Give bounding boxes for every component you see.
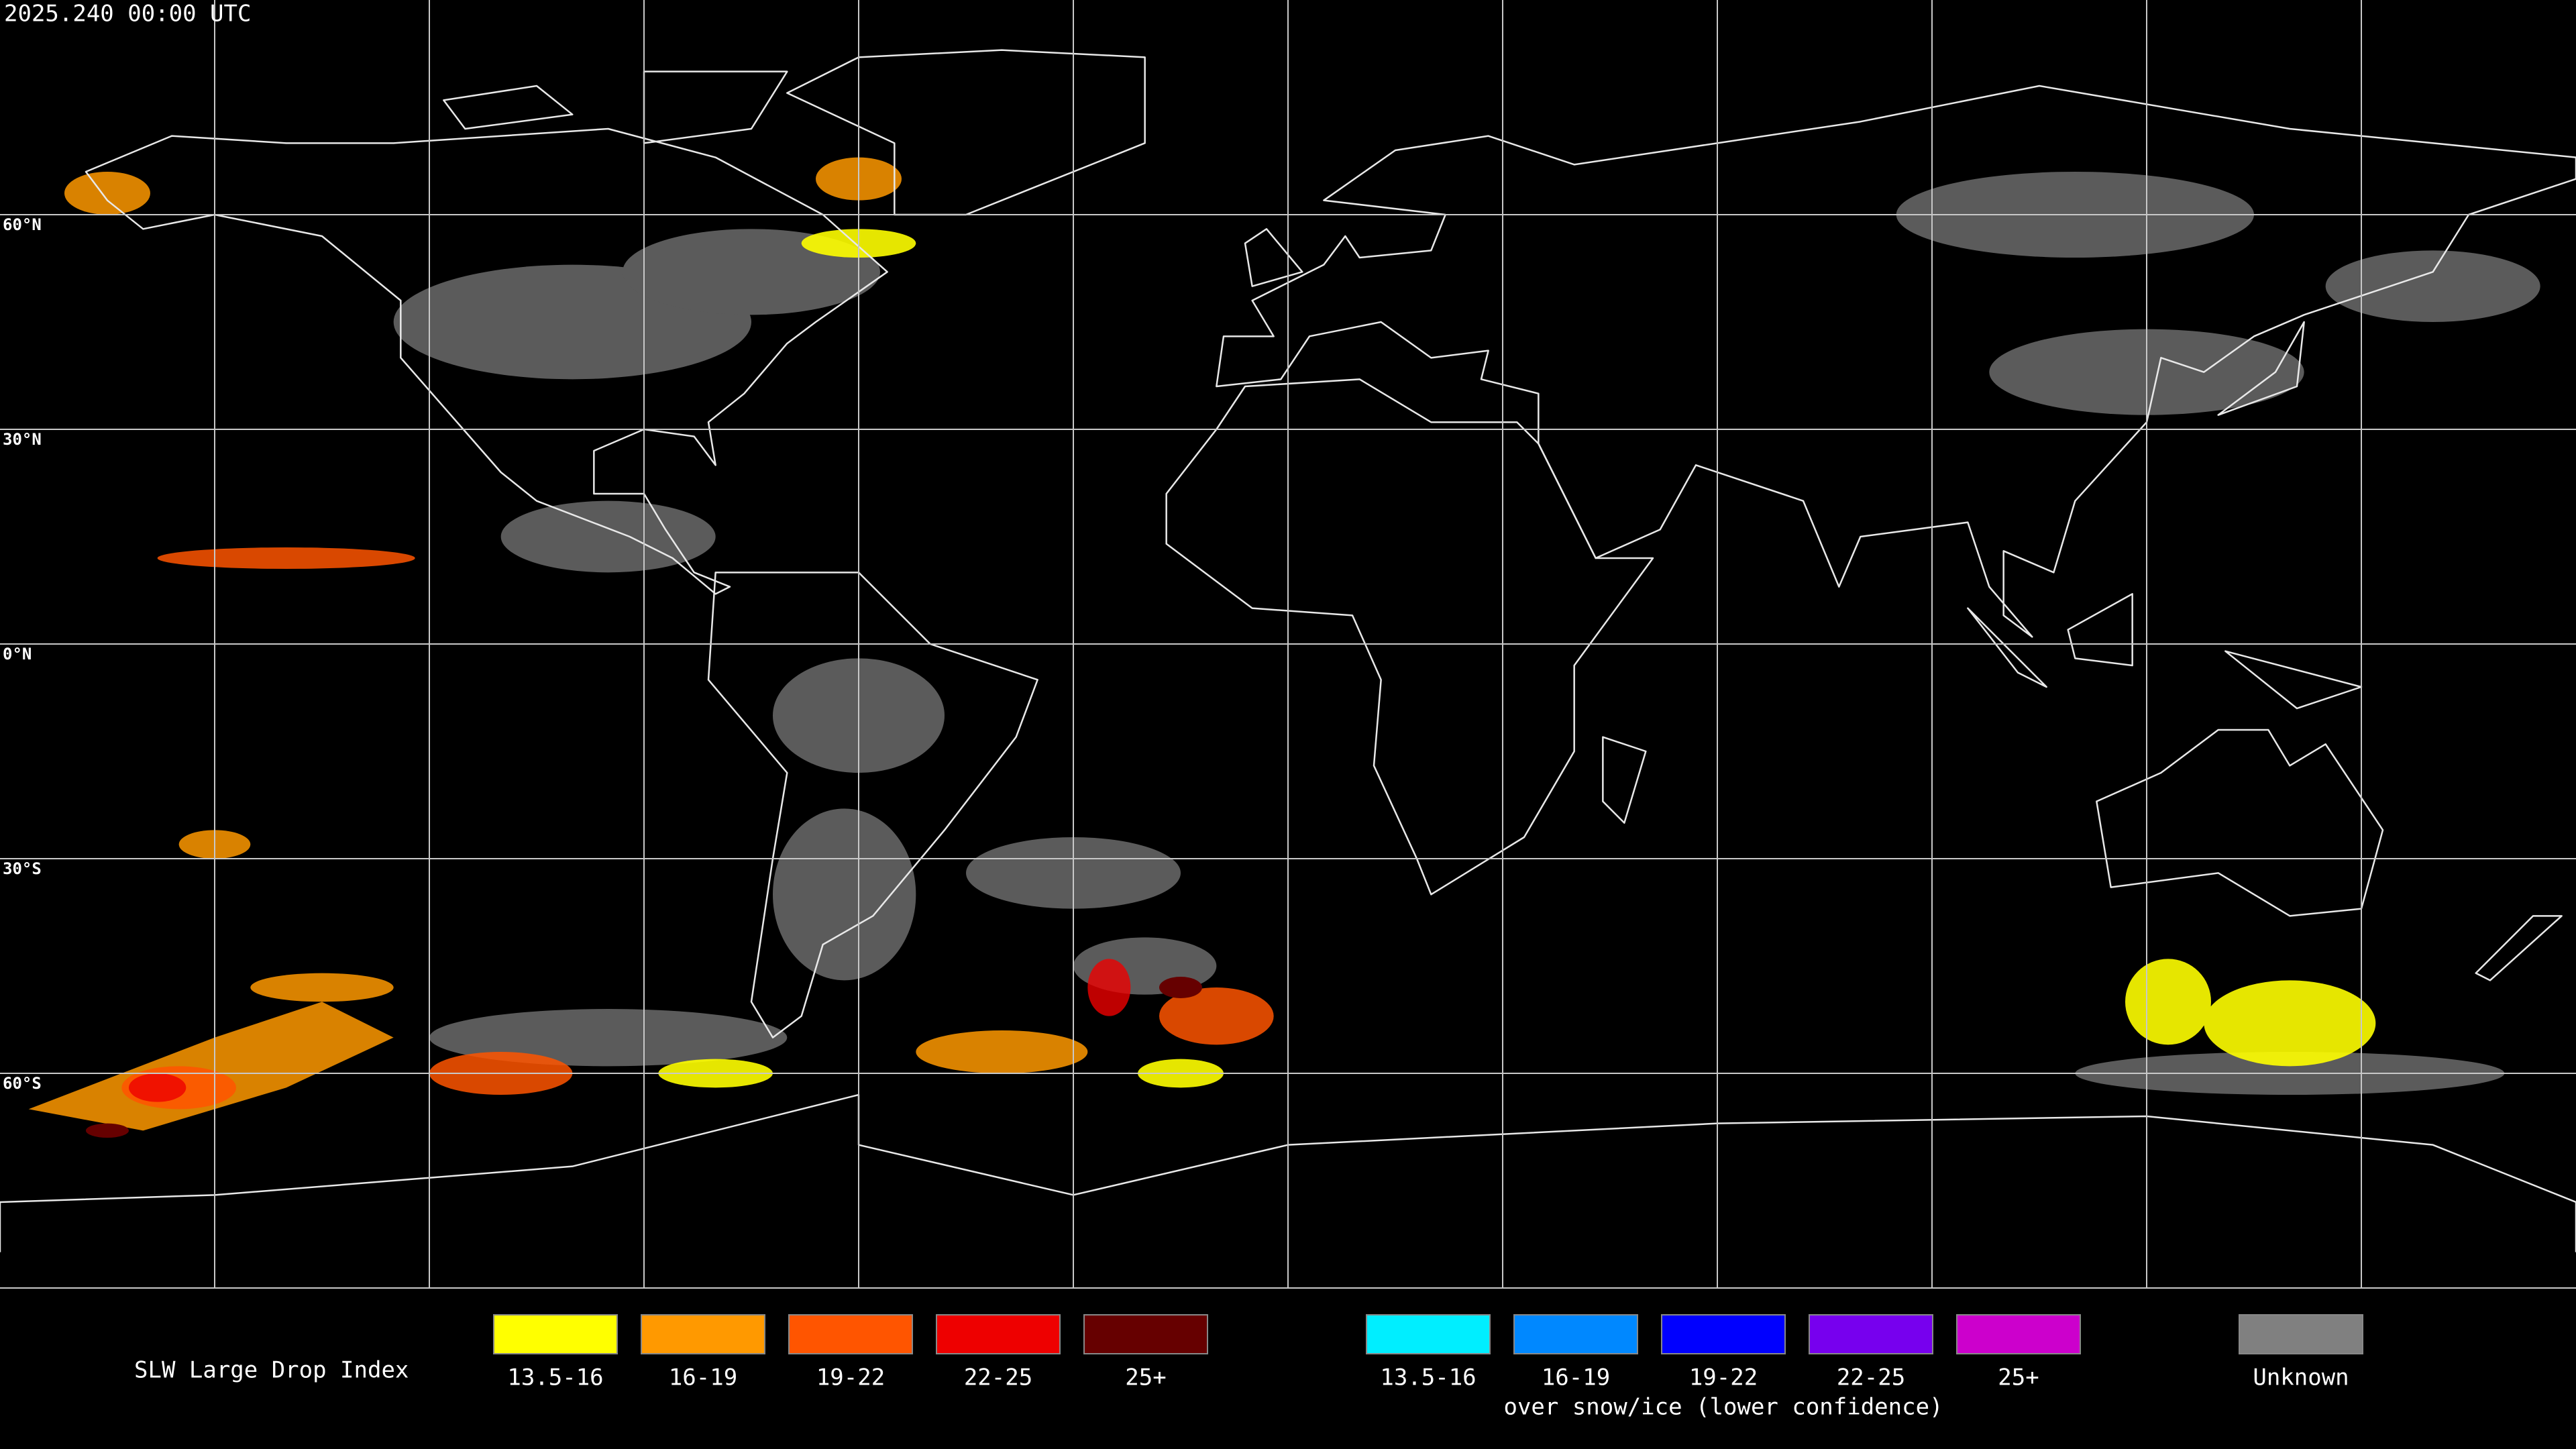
legend-label: Unknown [2253,1364,2349,1391]
legend-label: 19-22 [1689,1364,1758,1391]
legend-swatch [1083,1314,1208,1354]
legend-label: 16-19 [1542,1364,1610,1391]
legend-swatch [2239,1314,2363,1354]
timestamp: 2025.240 00:00 UTC [4,1,251,28]
graticule [0,0,2576,1289]
legend-label: 16-19 [669,1364,737,1391]
legend: 13.5-16 16-19 19-22 22-25 25+ 13.5-16 16-19 19-… [493,1314,2363,1421]
legend-swatch [1366,1314,1491,1354]
legend-label: 25+ [1125,1364,1166,1391]
latitude-label: 30°N [3,430,42,449]
legend-label: 13.5-16 [507,1364,603,1391]
latitude-label: 30°S [3,859,42,878]
legend-caption: over snow/ice (lower confidence) [1503,1394,1943,1421]
legend-title: SLW Large Drop Index [134,1357,409,1384]
legend-label: 22-25 [964,1364,1032,1391]
legend-swatch [1661,1314,1786,1354]
legend-swatch [641,1314,765,1354]
legend-swatch [1513,1314,1638,1354]
latitude-label: 60°S [3,1074,42,1093]
latitude-label: 0°N [3,645,32,663]
cloud-patches [28,157,2540,1138]
legend-swatch [788,1314,913,1354]
legend-swatch [1809,1314,1933,1354]
legend-label: 19-22 [816,1364,885,1391]
legend-label: 22-25 [1837,1364,1905,1391]
legend-swatch [936,1314,1061,1354]
legend-swatch [493,1314,618,1354]
legend-swatch [1956,1314,2081,1354]
legend-label: 13.5-16 [1380,1364,1476,1391]
latitude-label: 60°N [3,215,42,234]
legend-label: 25+ [1998,1364,2039,1391]
